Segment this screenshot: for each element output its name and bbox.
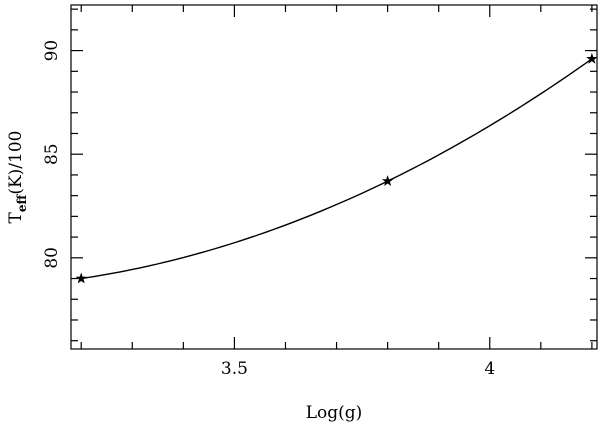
series-line (81, 58, 593, 280)
markers (75, 52, 598, 284)
x-tick-label: 3.5 (221, 359, 248, 379)
x-tick-label: 4 (484, 359, 495, 379)
data-point-star (586, 52, 598, 64)
y-axis-label-rest: (K)/100 (6, 131, 26, 195)
y-axis-label: Teff(K)/100 (6, 131, 29, 224)
y-tick-label: 90 (42, 40, 62, 62)
tick-marks (71, 5, 597, 349)
y-tick-label: 80 (42, 247, 62, 269)
data-point-star (381, 175, 394, 186)
tick-labels: 3.5 4 80 85 90 (42, 40, 495, 379)
y-tick-label: 85 (42, 143, 62, 165)
x-axis-label: Log(g) (306, 403, 363, 423)
y-axis-label-main: T (6, 211, 26, 223)
data-point-star (75, 272, 87, 284)
y-axis-label-sub: eff (15, 194, 29, 213)
plot-frame (70, 4, 598, 350)
